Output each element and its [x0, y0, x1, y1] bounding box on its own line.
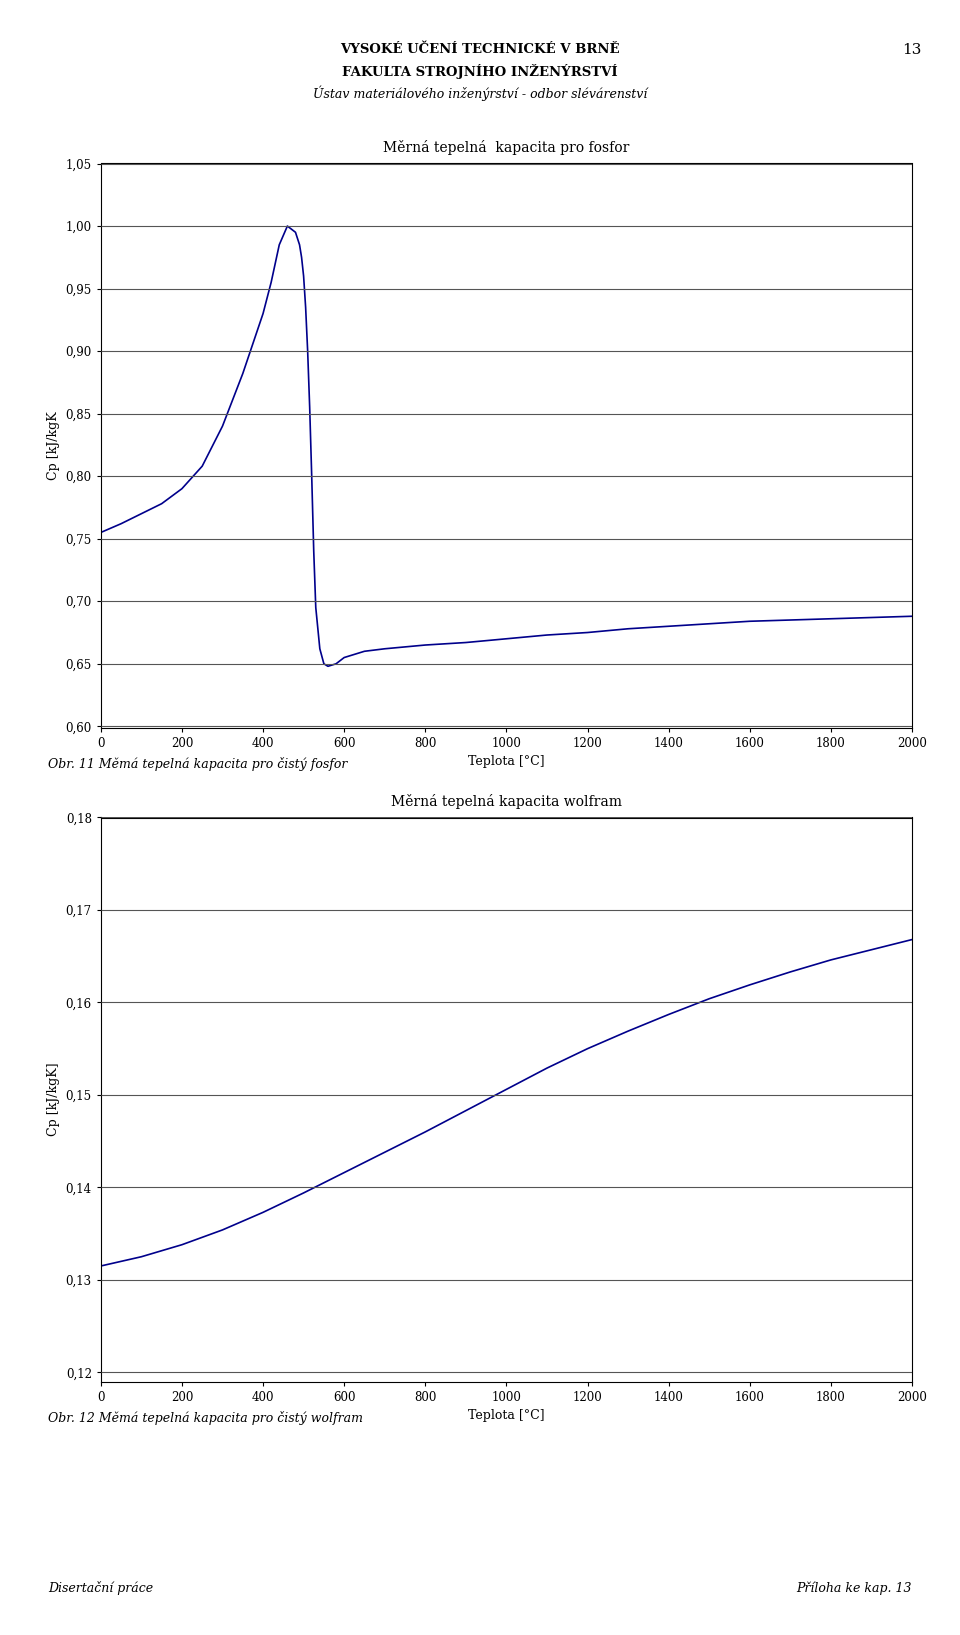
X-axis label: Teplota [°C]: Teplota [°C]: [468, 1409, 544, 1422]
Title: Měrná tepelná  kapacita pro fosfor: Měrná tepelná kapacita pro fosfor: [383, 141, 630, 155]
Title: Měrná tepelná kapacita wolfram: Měrná tepelná kapacita wolfram: [391, 795, 622, 809]
Text: FAKULTA STROJNÍHO INŽENÝRSTVÍ: FAKULTA STROJNÍHO INŽENÝRSTVÍ: [342, 64, 618, 78]
Text: 13: 13: [902, 43, 922, 57]
Text: Příloha ke kap. 13: Příloha ke kap. 13: [797, 1581, 912, 1594]
Text: Obr. 12 Měmá tepelná kapacita pro čistý wolfram: Obr. 12 Měmá tepelná kapacita pro čistý …: [48, 1411, 363, 1426]
Y-axis label: Cp [kJ/kgK: Cp [kJ/kgK: [47, 410, 60, 481]
X-axis label: Teplota [°C]: Teplota [°C]: [468, 755, 544, 768]
Text: Disertační práce: Disertační práce: [48, 1581, 154, 1596]
Text: Ústav materiálového inženýrství - odbor slévárenství: Ústav materiálového inženýrství - odbor …: [313, 85, 647, 100]
Text: VYSOKÉ UČENÍ TECHNICKÉ V BRNĚ: VYSOKÉ UČENÍ TECHNICKÉ V BRNĚ: [340, 43, 620, 56]
Y-axis label: Cp [kJ/kgK]: Cp [kJ/kgK]: [47, 1063, 60, 1136]
Text: Obr. 11 Měmá tepelná kapacita pro čistý fosfor: Obr. 11 Měmá tepelná kapacita pro čistý …: [48, 757, 348, 772]
